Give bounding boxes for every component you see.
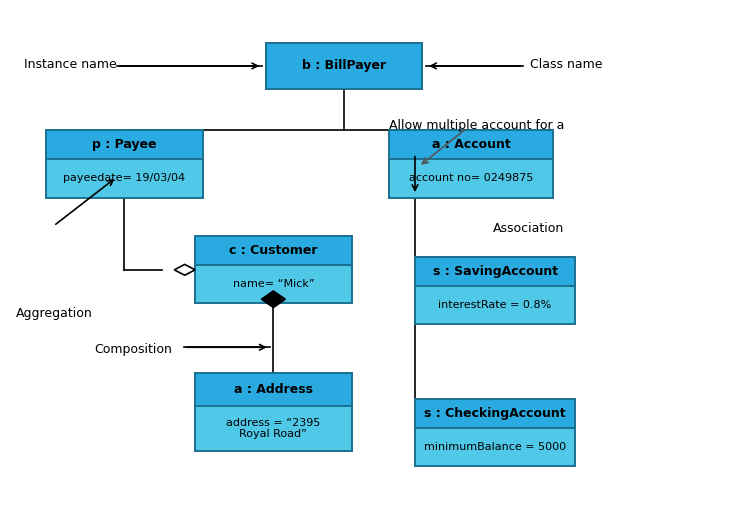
Text: s : SavingAccount: s : SavingAccount bbox=[432, 265, 558, 278]
Text: interestRate = 0.8%: interestRate = 0.8% bbox=[438, 300, 552, 310]
Bar bbox=[415, 286, 575, 324]
Bar bbox=[266, 43, 423, 89]
Text: Instance name: Instance name bbox=[24, 58, 117, 71]
Bar bbox=[415, 428, 575, 466]
Text: Allow multiple account for a: Allow multiple account for a bbox=[389, 119, 564, 132]
Text: b : BillPayer: b : BillPayer bbox=[302, 59, 386, 73]
Text: name= “Mick”: name= “Mick” bbox=[233, 279, 314, 289]
Bar bbox=[415, 257, 575, 286]
Text: account no= 0249875: account no= 0249875 bbox=[408, 173, 533, 183]
Text: minimumBalance = 5000: minimumBalance = 5000 bbox=[424, 442, 566, 452]
Bar bbox=[195, 373, 352, 406]
Bar bbox=[195, 236, 352, 265]
Bar bbox=[389, 159, 553, 198]
Text: address = “2395
Royal Road”: address = “2395 Royal Road” bbox=[226, 418, 321, 439]
Bar bbox=[415, 399, 575, 428]
Text: Class name: Class name bbox=[530, 58, 603, 71]
Polygon shape bbox=[262, 291, 285, 308]
Text: payeedate= 19/03/04: payeedate= 19/03/04 bbox=[64, 173, 186, 183]
Bar bbox=[46, 159, 203, 198]
Text: a : Account: a : Account bbox=[432, 139, 510, 152]
Text: a : Address: a : Address bbox=[234, 383, 313, 396]
Text: p : Payee: p : Payee bbox=[92, 139, 156, 152]
Text: c : Customer: c : Customer bbox=[229, 244, 318, 257]
Text: Composition: Composition bbox=[94, 344, 173, 357]
Bar bbox=[195, 265, 352, 304]
Text: s : CheckingAccount: s : CheckingAccount bbox=[424, 407, 566, 420]
Text: Association: Association bbox=[493, 222, 565, 235]
Bar bbox=[389, 130, 553, 159]
Text: Aggregation: Aggregation bbox=[16, 307, 93, 320]
Polygon shape bbox=[174, 264, 195, 275]
Bar bbox=[195, 406, 352, 450]
Bar bbox=[46, 130, 203, 159]
